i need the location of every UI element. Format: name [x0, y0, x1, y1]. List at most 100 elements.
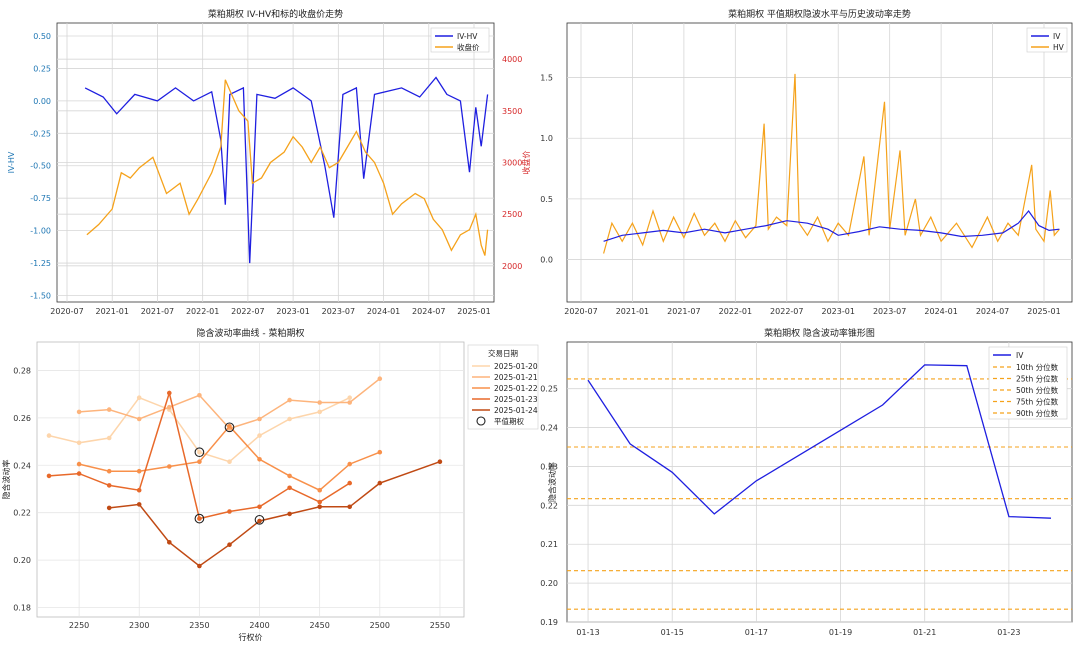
chart-title: 菜粕期权 IV-HV和标的收盘价走势 — [208, 8, 343, 20]
y-tick-label: 0.20 — [540, 579, 558, 588]
series-line-iv-hv — [84, 76, 489, 264]
chart-title: 隐含波动率曲线 - 菜粕期权 — [197, 327, 305, 339]
y-tick-label: -0.50 — [30, 162, 51, 171]
smile-point — [287, 416, 292, 422]
legend-label: 75th 分位数 — [1016, 397, 1059, 407]
panel-iv-cone: 01-13 01-15 01-17 01-19 01-21 01-23 0.25 0.24 0.… — [540, 327, 1073, 637]
legend-title: 交易日期 — [488, 348, 518, 358]
y-tick-label: 0.25 — [540, 385, 558, 394]
legend: 交易日期 2025-01-20 2025-01-21 2025-01-22 2025-0… — [467, 344, 539, 430]
legend-label: IV — [1016, 351, 1024, 360]
atm-marker — [194, 513, 205, 524]
y-axis-label: 隐含波动率 — [1, 460, 11, 500]
smile-point — [106, 483, 112, 488]
legend-label: 10th 分位数 — [1016, 362, 1059, 372]
x-tick-label: 2021-07 — [667, 307, 700, 316]
y-tick-label: 0.00 — [33, 97, 51, 106]
x-tick-label: 2021-01 — [96, 307, 129, 316]
legend-label: IV-HV — [457, 32, 478, 41]
x-tick-label: 2022-07 — [770, 307, 803, 316]
legend-label: 2025-01-21 — [494, 373, 538, 382]
smile-point — [287, 511, 292, 517]
legend-label: 2025-01-24 — [494, 406, 538, 415]
x-tick-label: 2300 — [129, 621, 149, 630]
smile-point — [287, 473, 292, 479]
x-tick-label: 2025-01 — [457, 307, 490, 316]
smile-point — [317, 400, 323, 405]
x-tick-label: 2550 — [430, 621, 450, 630]
legend-label: 2025-01-22 — [494, 384, 538, 393]
x-tick-label: 2021-01 — [616, 307, 649, 316]
x-tick-label: 01-13 — [576, 628, 599, 637]
legend-label: IV — [1053, 32, 1061, 41]
smile-point — [136, 395, 142, 401]
x-tick-label: 2021-07 — [141, 307, 174, 316]
x-tick-label: 2450 — [309, 621, 329, 630]
chart-title: 菜粕期权 平值期权隐波水平与历史波动率走势 — [728, 8, 911, 20]
y-tick-label: 0.5 — [540, 195, 553, 204]
smile-point — [106, 407, 112, 412]
x-tick-label: 2500 — [370, 621, 390, 630]
x-tick-label: 01-17 — [745, 628, 768, 637]
y-axis-label: IV-HV — [7, 151, 16, 173]
smile-point — [136, 416, 142, 422]
y-tick-label: -0.25 — [30, 129, 51, 138]
x-axis-label: 行权价 — [239, 632, 263, 642]
smile-point — [257, 457, 262, 462]
smile-point — [317, 409, 323, 415]
smile-point — [347, 400, 353, 405]
x-tick-label: 2400 — [249, 621, 269, 630]
chart-title: 菜粕期权 隐含波动率锥形图 — [764, 327, 875, 339]
x-tick-label: 2022-01 — [719, 307, 752, 316]
smile-point — [317, 499, 323, 505]
y-tick-label: 1.5 — [540, 74, 553, 83]
smile-point — [377, 449, 383, 455]
x-tick-label: 2250 — [69, 621, 89, 630]
smile-point — [347, 461, 353, 467]
smile-point — [106, 505, 112, 511]
smile-point — [167, 404, 172, 410]
series-line-iv — [587, 364, 1052, 519]
y-tick-label: 0.22 — [540, 501, 558, 510]
legend-atm-swatch — [476, 416, 486, 426]
atm-marker — [254, 514, 265, 525]
smile-point — [347, 504, 353, 510]
smile-point — [317, 487, 323, 493]
legend-label: 2025-01-23 — [494, 395, 538, 404]
smile-point — [227, 423, 232, 429]
smile-point — [377, 376, 383, 382]
smile-point — [46, 473, 52, 479]
smile-point — [106, 435, 112, 441]
smile-point — [257, 518, 262, 524]
y2-tick-label: 2000 — [502, 262, 522, 271]
y-tick-label: 0.26 — [13, 414, 31, 423]
smile-point — [76, 461, 82, 467]
x-tick-label: 2024-01 — [924, 307, 957, 316]
x-tick-label: 2350 — [189, 621, 209, 630]
y-tick-label: -1.25 — [30, 259, 51, 268]
legend: IV HV — [1026, 27, 1068, 53]
y-tick-label: 0.25 — [33, 64, 51, 73]
smile-point — [167, 390, 172, 396]
series-line-close-price — [86, 79, 489, 256]
legend-label: 2025-01-20 — [494, 362, 538, 371]
y-tick-label: -0.75 — [30, 194, 51, 203]
y-tick-label: -1.00 — [30, 227, 51, 236]
smile-point — [76, 409, 82, 415]
smile-point — [197, 449, 202, 455]
y-tick-label: 0.18 — [13, 604, 31, 613]
smile-point — [347, 480, 353, 486]
x-tick-label: 2022-07 — [231, 307, 264, 316]
smile-point — [227, 459, 232, 465]
smile-point — [197, 459, 202, 465]
smile-point — [347, 395, 353, 401]
panel-iv-smile: 2250 2300 2350 2400 2450 2500 2550 0.28 0.26 0.24… — [1, 327, 539, 642]
atm-marker — [224, 422, 235, 433]
y-tick-label: 0.50 — [33, 32, 51, 41]
smile-point — [287, 485, 292, 491]
smile-point — [197, 563, 202, 569]
legend-box — [1026, 27, 1068, 53]
legend-box — [988, 346, 1068, 420]
